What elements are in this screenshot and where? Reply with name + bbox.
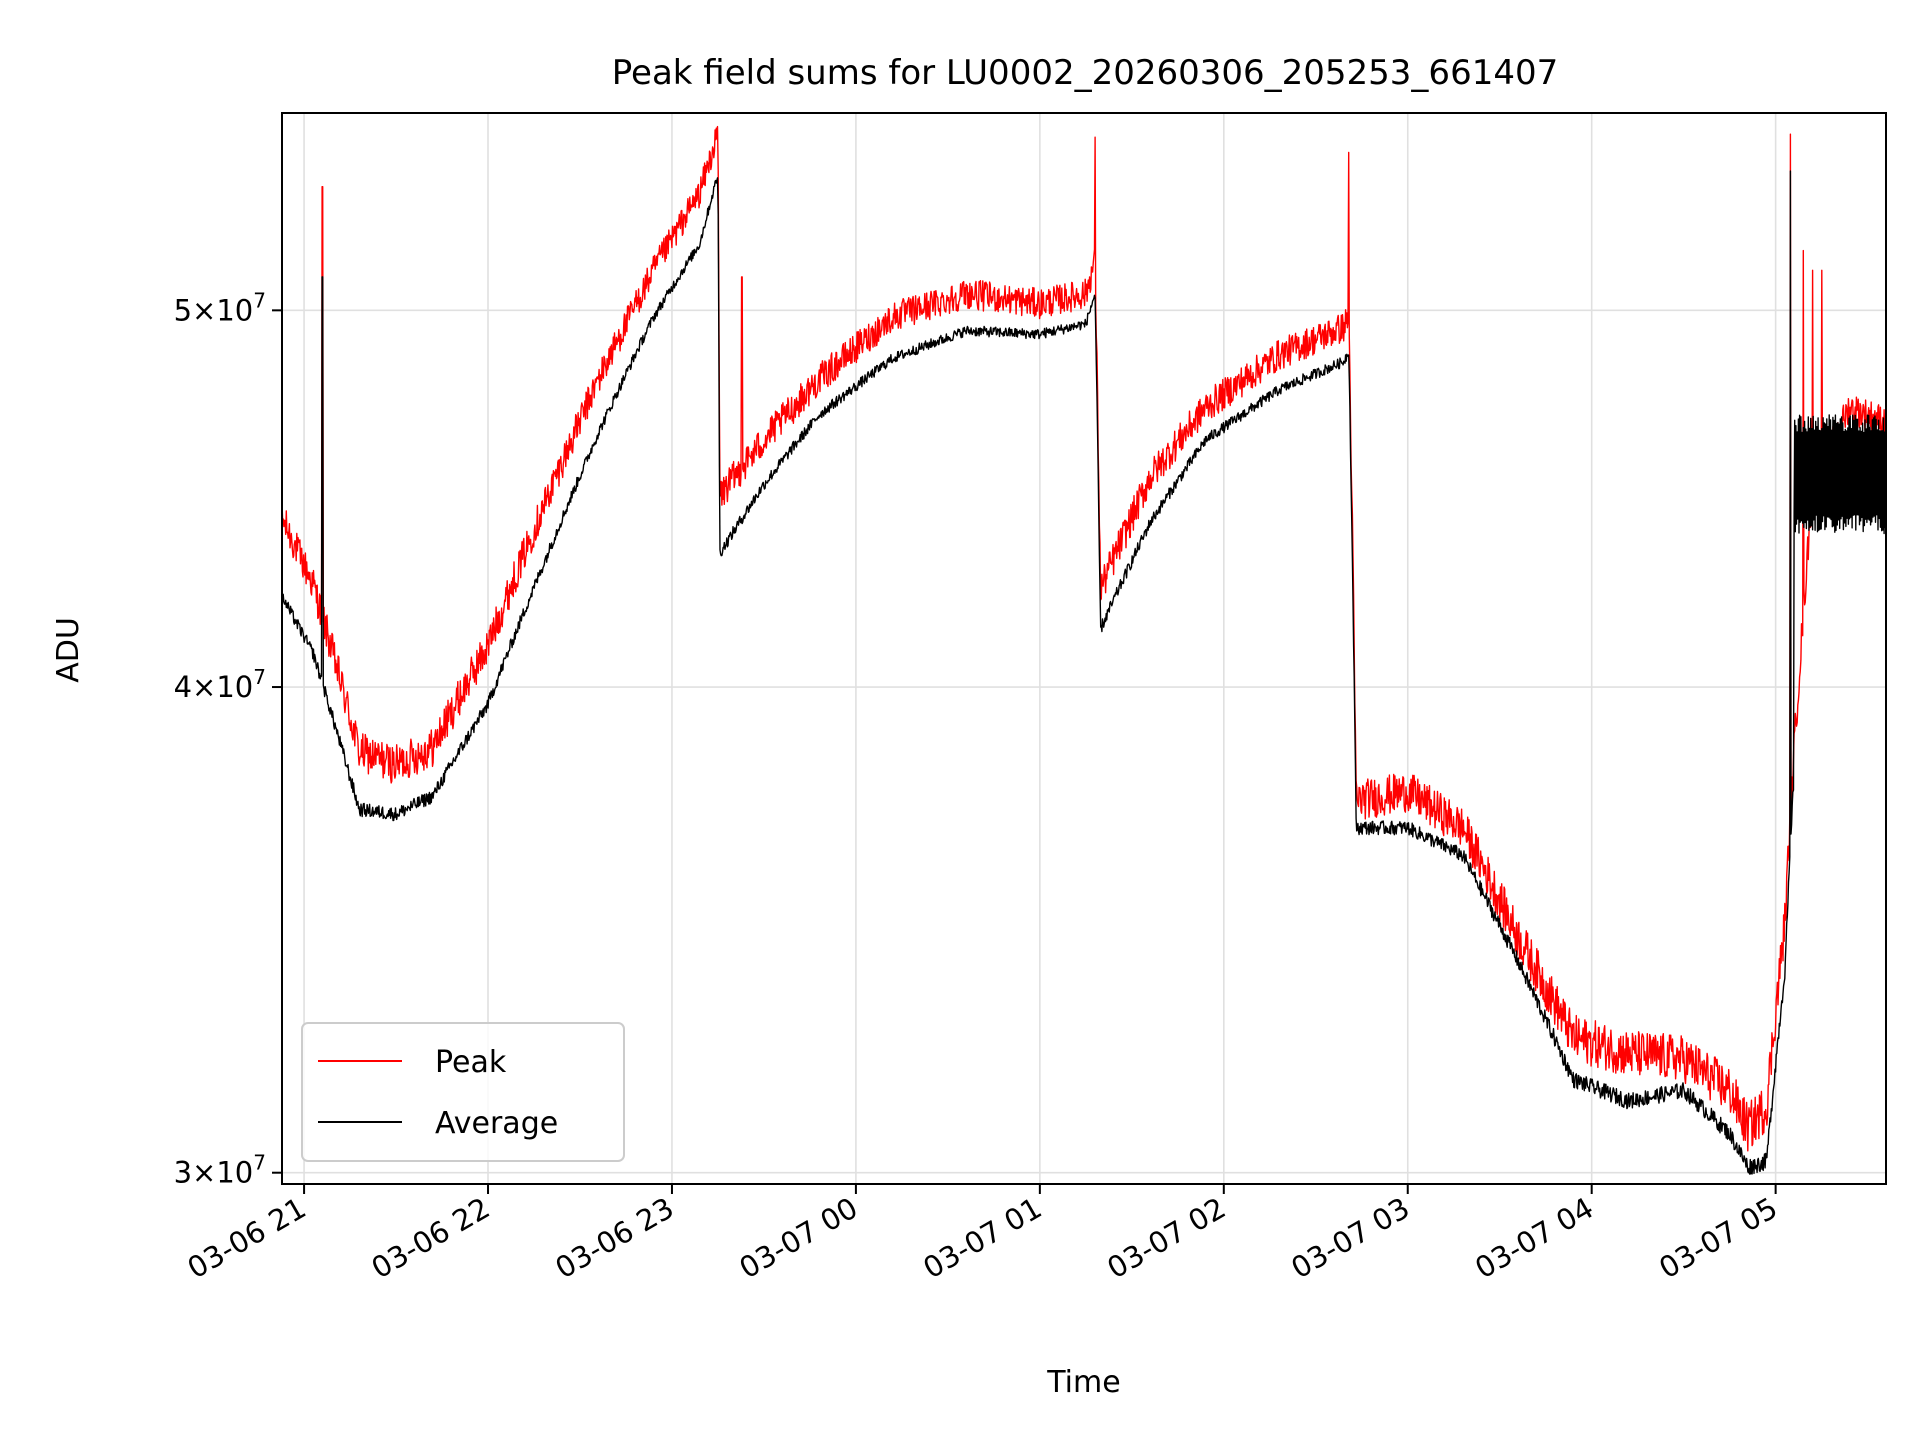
series-layer [282, 125, 1886, 1175]
x-axis-label: Time [1046, 1365, 1120, 1400]
series-line-peak [282, 125, 1886, 1152]
y-axis-label: ADU [51, 617, 86, 683]
legend-peak-label: Peak [435, 1045, 507, 1080]
legend: Peak Average [301, 1022, 625, 1162]
legend-average-label: Average [435, 1106, 558, 1141]
chart-title: Peak field sums for LU0002_20260306_2052… [612, 53, 1558, 93]
y-axis: 3×107 4×107 5×107 [174, 288, 282, 1190]
y-tick-label: 5×107 [174, 288, 266, 327]
plot-area-frame [281, 112, 1887, 1185]
y-tick-label: 4×107 [174, 665, 266, 704]
series-line-average [282, 170, 1886, 1175]
legend-box [301, 1022, 625, 1162]
y-tick-label: 3×107 [174, 1151, 266, 1190]
